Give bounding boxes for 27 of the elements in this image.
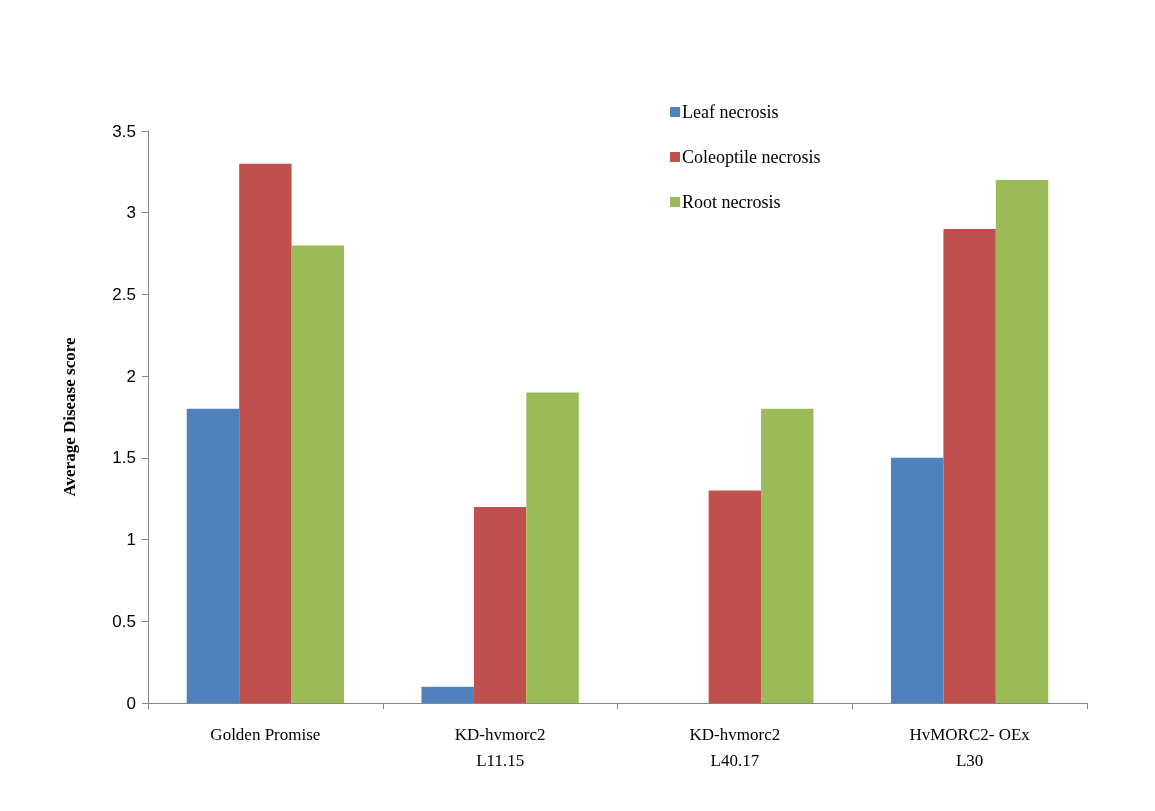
bar — [995, 180, 1049, 703]
y-tick-label: 3 — [126, 203, 136, 223]
bar — [291, 245, 345, 703]
x-tick-label: Golden Promise — [210, 724, 321, 744]
bar — [239, 163, 292, 703]
bar — [526, 392, 579, 703]
legend-label: Root necrosis — [682, 192, 781, 212]
bar — [761, 408, 814, 703]
bar — [890, 457, 944, 703]
bar — [421, 686, 474, 703]
x-tick-label: HvMORC2- OEx L30 — [909, 724, 1031, 770]
x-tick-label: KD-hvmorc2 L11.15 — [454, 724, 546, 770]
y-tick-label: 2 — [126, 366, 136, 386]
y-tick-label: 3.5 — [112, 121, 136, 141]
bar — [473, 506, 527, 703]
y-tick-label: 2.5 — [112, 284, 136, 304]
legend-label: Leaf necrosis — [682, 102, 779, 122]
bar — [708, 490, 762, 703]
y-tick-label: 0 — [126, 693, 136, 713]
y-tick-label: 1 — [126, 530, 136, 550]
y-axis-title: Average Disease score — [60, 337, 79, 497]
legend-label: Coleoptile necrosis — [682, 147, 821, 167]
y-tick-label: 0.5 — [112, 611, 136, 631]
bar — [186, 408, 240, 703]
y-tick-label: 1.5 — [112, 448, 136, 468]
bar — [943, 229, 996, 703]
x-tick-label: KD-hvmorc2 L40.17 — [689, 724, 781, 770]
